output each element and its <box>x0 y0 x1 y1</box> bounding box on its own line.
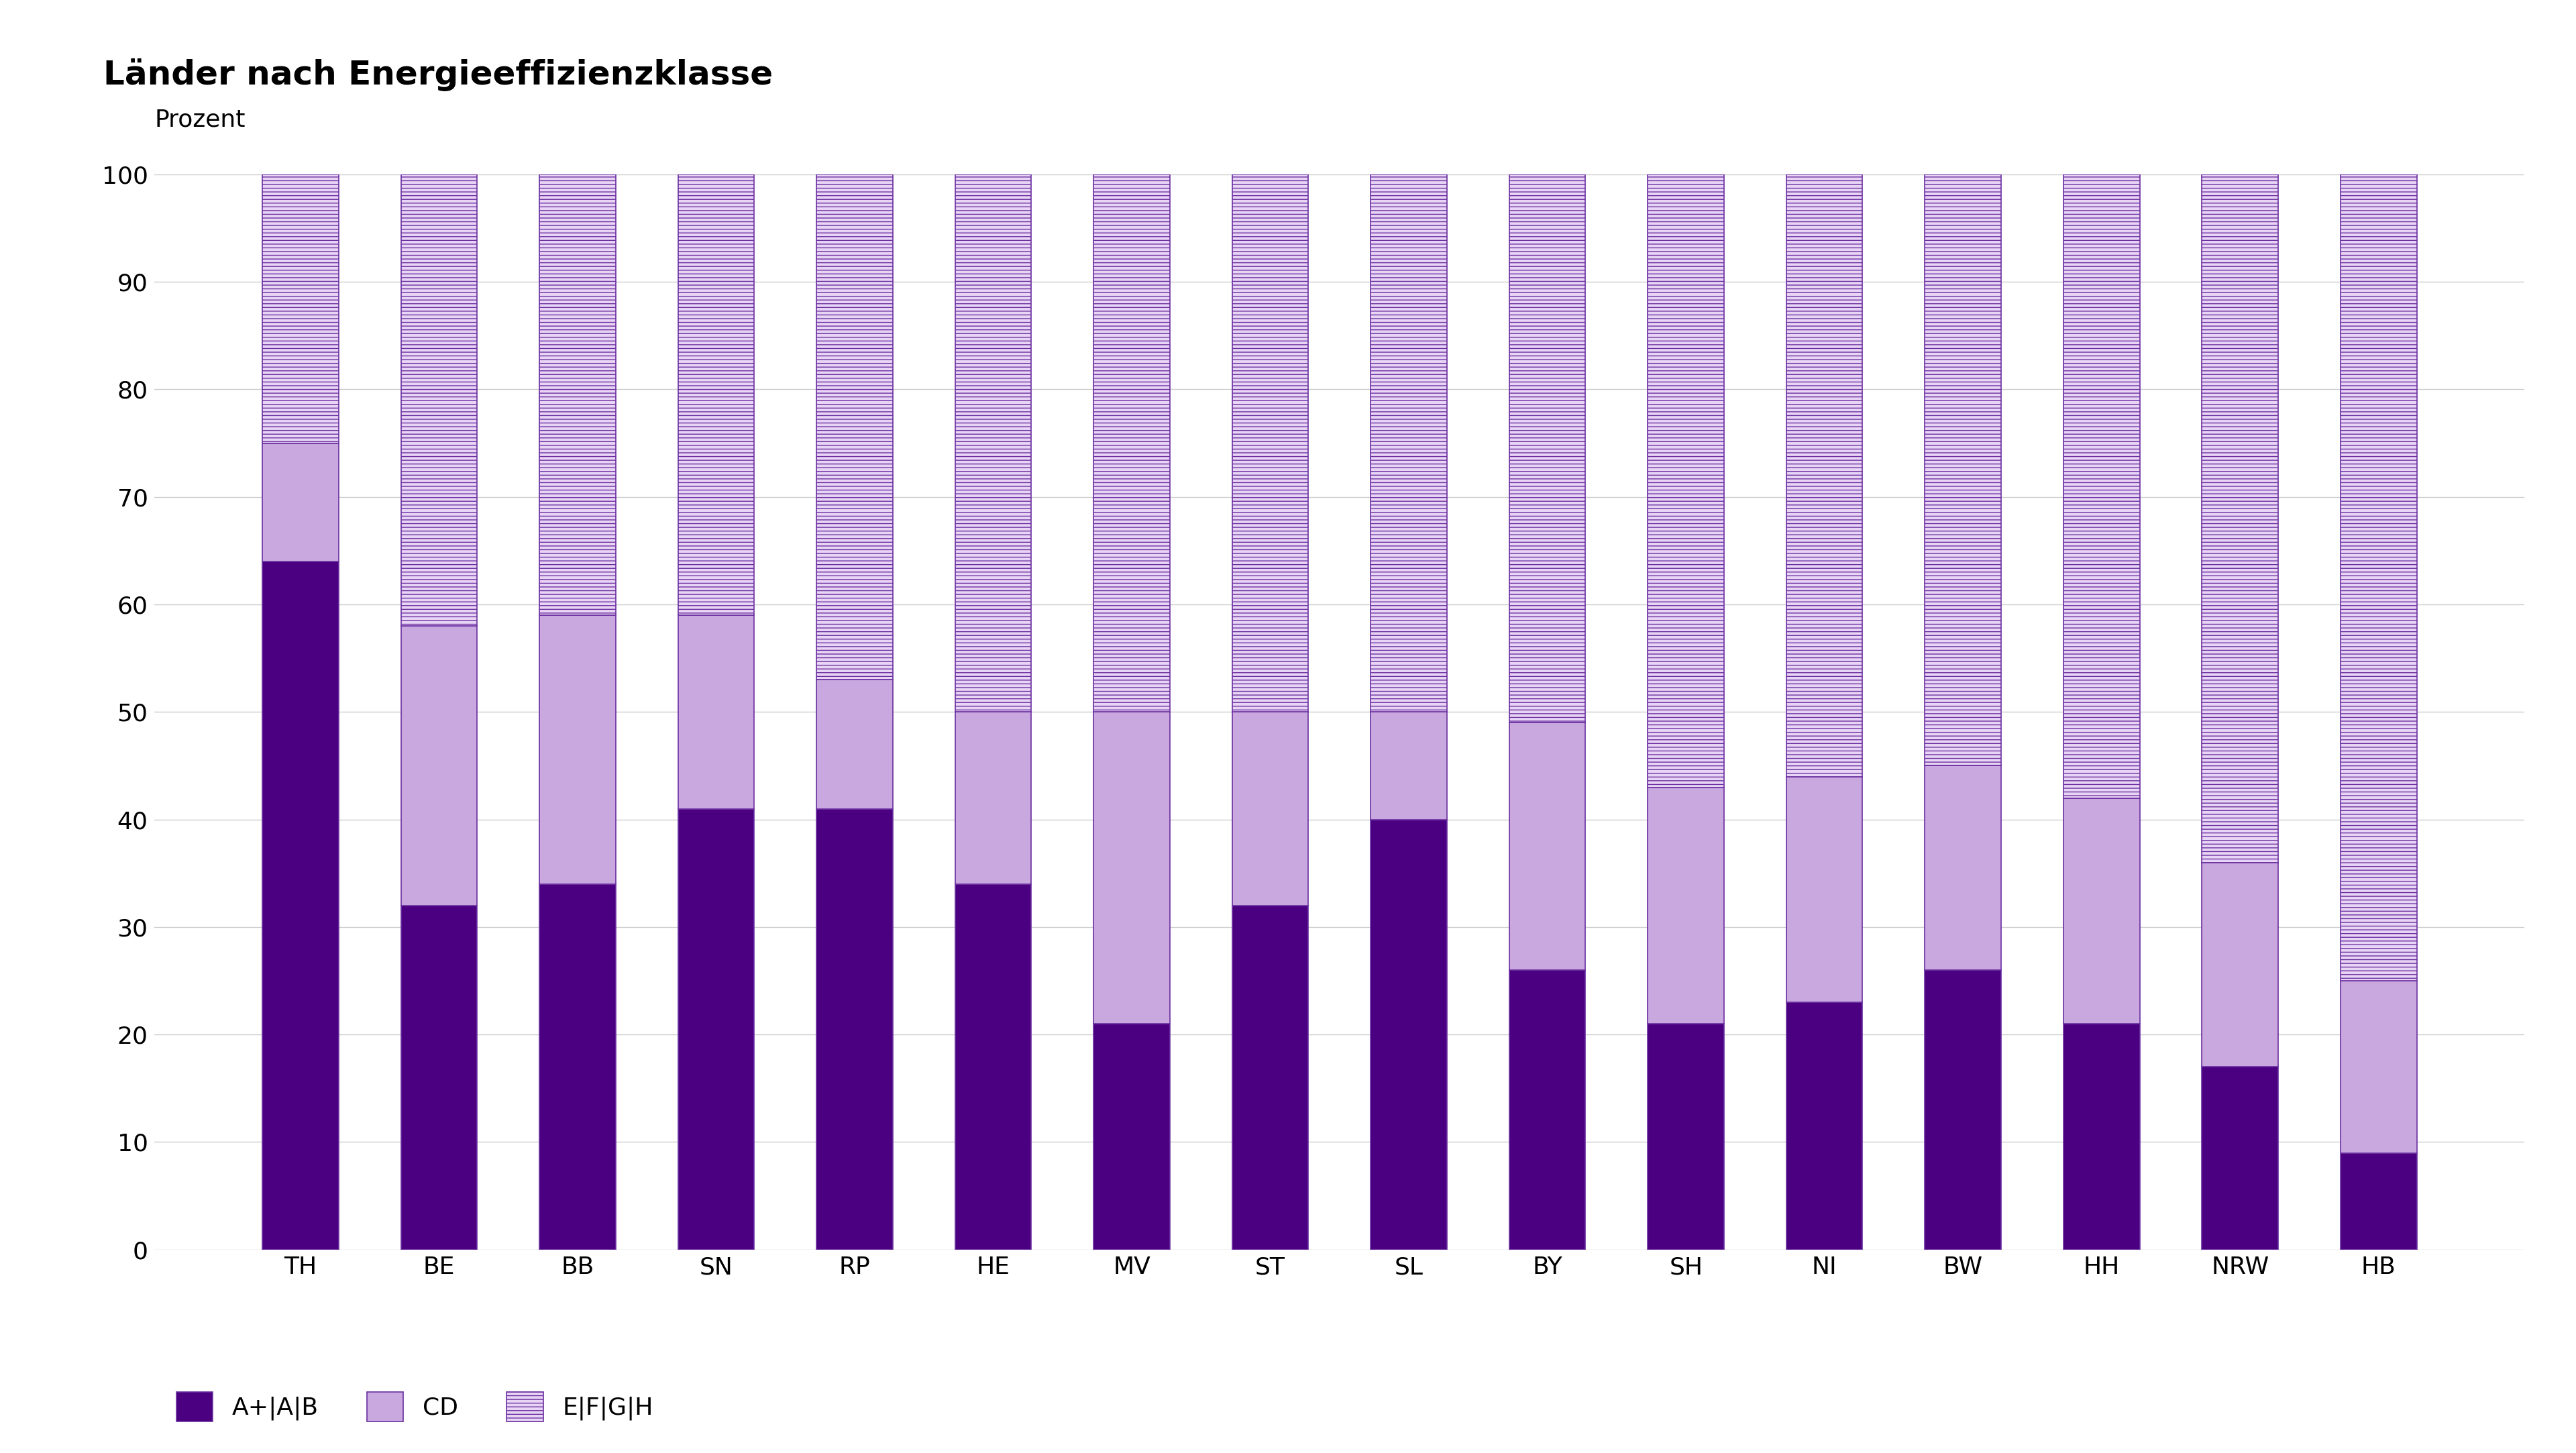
Bar <box>263 174 337 443</box>
Bar <box>817 680 894 809</box>
Bar <box>2063 174 2141 798</box>
Bar <box>2202 863 2277 1067</box>
Bar <box>677 174 755 615</box>
Bar <box>402 905 477 1250</box>
Bar <box>1785 776 1862 1003</box>
Bar <box>1649 174 1723 788</box>
Bar <box>1370 174 1448 712</box>
Bar <box>677 615 755 809</box>
Bar <box>956 883 1030 1250</box>
Bar <box>1370 712 1448 819</box>
Bar <box>1924 174 2002 766</box>
Bar <box>677 809 755 1250</box>
Bar <box>538 174 616 615</box>
Bar <box>402 626 477 905</box>
Bar <box>263 561 337 1250</box>
Bar <box>2063 798 2141 1024</box>
Bar <box>1649 788 1723 1024</box>
Bar <box>1785 174 1862 776</box>
Bar <box>2202 1067 2277 1250</box>
Bar <box>1370 819 1448 1250</box>
Bar <box>263 443 337 561</box>
Bar <box>1095 712 1170 1024</box>
Bar <box>1649 1024 1723 1250</box>
Bar <box>1510 722 1584 971</box>
Bar <box>956 174 1030 712</box>
Bar <box>1510 971 1584 1250</box>
Bar <box>817 809 894 1250</box>
Bar <box>1095 174 1170 712</box>
Bar <box>1510 174 1584 722</box>
Bar <box>1231 712 1309 905</box>
Legend: A+|A|B, CD, E|F|G|H: A+|A|B, CD, E|F|G|H <box>167 1382 662 1431</box>
Bar <box>817 174 894 680</box>
Text: Prozent: Prozent <box>155 109 245 131</box>
Bar <box>956 712 1030 883</box>
Bar <box>1785 1003 1862 1250</box>
Bar <box>2342 174 2416 981</box>
Bar <box>2063 1024 2141 1250</box>
Bar <box>538 615 616 883</box>
Text: Länder nach Energieeffizienzklasse: Länder nach Energieeffizienzklasse <box>103 58 773 92</box>
Bar <box>2342 1152 2416 1250</box>
Bar <box>538 883 616 1250</box>
Bar <box>402 174 477 626</box>
Bar <box>2202 174 2277 863</box>
Bar <box>1924 766 2002 971</box>
Bar <box>2342 981 2416 1152</box>
Bar <box>1231 174 1309 712</box>
Bar <box>1924 971 2002 1250</box>
Bar <box>1095 1024 1170 1250</box>
Bar <box>1231 905 1309 1250</box>
